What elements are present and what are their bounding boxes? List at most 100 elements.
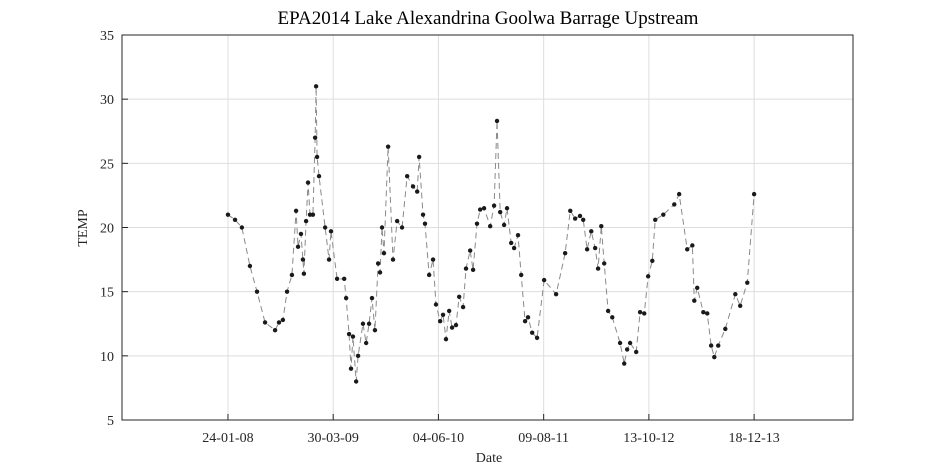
- data-point: [716, 343, 721, 348]
- data-point: [355, 353, 361, 359]
- data-point: [627, 340, 633, 346]
- data-point: [645, 274, 651, 279]
- x-tick-label: 30-03-09: [308, 431, 359, 446]
- data-point: [426, 272, 432, 278]
- data-point: [723, 326, 728, 332]
- data-point: [381, 250, 387, 256]
- data-point: [254, 289, 260, 294]
- data-point: [712, 354, 717, 360]
- data-point: [232, 217, 238, 222]
- data-point: [624, 347, 630, 352]
- data-point: [372, 327, 378, 333]
- data-point: [456, 294, 462, 299]
- data-point: [534, 335, 540, 341]
- data-point: [301, 271, 307, 276]
- data-point: [310, 212, 316, 217]
- data-point: [334, 276, 340, 282]
- data-point: [247, 263, 253, 269]
- data-point: [350, 334, 356, 339]
- data-point: [377, 270, 383, 275]
- data-point: [529, 330, 535, 335]
- data-point: [705, 311, 710, 316]
- data-point: [751, 191, 757, 197]
- data-point: [363, 340, 369, 346]
- data-point: [375, 261, 381, 266]
- data-point: [284, 289, 290, 294]
- data-point: [650, 258, 655, 264]
- data-point: [568, 208, 573, 214]
- data-point: [610, 315, 615, 320]
- data-point: [440, 312, 446, 317]
- data-point: [348, 366, 354, 371]
- x-axis-label: Date: [476, 451, 502, 466]
- data-point: [289, 272, 295, 278]
- data-point: [316, 173, 322, 179]
- data-point: [501, 222, 507, 228]
- data-point: [433, 302, 439, 307]
- data-point: [633, 349, 639, 355]
- data-point: [525, 315, 531, 320]
- data-point: [491, 203, 497, 208]
- data-point: [584, 247, 590, 252]
- data-point: [314, 154, 320, 160]
- data-point: [701, 310, 706, 315]
- data-point: [676, 191, 682, 197]
- data-point: [477, 207, 483, 212]
- y-tick-label: 35: [100, 29, 114, 44]
- data-point: [422, 221, 428, 226]
- data-point: [322, 225, 328, 230]
- data-point: [653, 217, 658, 222]
- data-point: [446, 308, 452, 314]
- data-point: [572, 216, 578, 221]
- x-tick-label: 09-08-11: [518, 431, 569, 446]
- y-tick-label: 30: [100, 93, 114, 108]
- data-point: [343, 295, 349, 301]
- data-point: [300, 257, 306, 262]
- data-point: [460, 304, 466, 310]
- data-point: [390, 257, 396, 262]
- y-tick-label: 25: [100, 157, 114, 172]
- data-point: [303, 218, 309, 224]
- x-tick-label: 13-10-12: [623, 431, 674, 446]
- x-tick-label: 04-06-10: [413, 431, 464, 446]
- data-point: [399, 225, 405, 230]
- data-point: [379, 225, 385, 230]
- x-tick-label: 24-01-08: [202, 431, 253, 446]
- data-point: [313, 84, 319, 89]
- data-point: [487, 224, 493, 229]
- data-point: [692, 298, 697, 303]
- data-point: [360, 321, 366, 326]
- data-point: [312, 135, 318, 140]
- chart-title: EPA2014 Lake Alexandrina Goolwa Barrage …: [278, 8, 699, 29]
- data-point: [346, 331, 352, 337]
- data-point: [467, 248, 473, 253]
- data-point: [511, 245, 517, 251]
- data-point: [293, 208, 299, 214]
- data-point: [305, 180, 311, 185]
- data-point: [470, 267, 476, 273]
- data-point: [553, 292, 559, 297]
- data-point: [453, 322, 459, 328]
- data-point: [595, 266, 601, 271]
- data-point: [420, 212, 426, 217]
- data-point: [581, 217, 586, 222]
- data-point: [410, 184, 416, 189]
- data-point: [599, 224, 604, 229]
- data-point: [404, 173, 410, 179]
- data-point: [695, 285, 700, 291]
- data-point: [298, 231, 304, 237]
- data-point: [326, 257, 332, 262]
- data-point: [690, 243, 695, 248]
- data-point: [592, 245, 598, 251]
- data-point: [504, 206, 510, 211]
- data-point: [745, 280, 750, 285]
- data-point: [366, 321, 372, 326]
- data-point: [617, 340, 623, 346]
- data-point: [353, 379, 359, 384]
- plot-frame: [121, 34, 854, 421]
- data-point: [642, 311, 647, 316]
- data-point: [494, 118, 500, 124]
- y-axis-label: TEMP: [76, 209, 91, 247]
- data-point: [522, 318, 528, 324]
